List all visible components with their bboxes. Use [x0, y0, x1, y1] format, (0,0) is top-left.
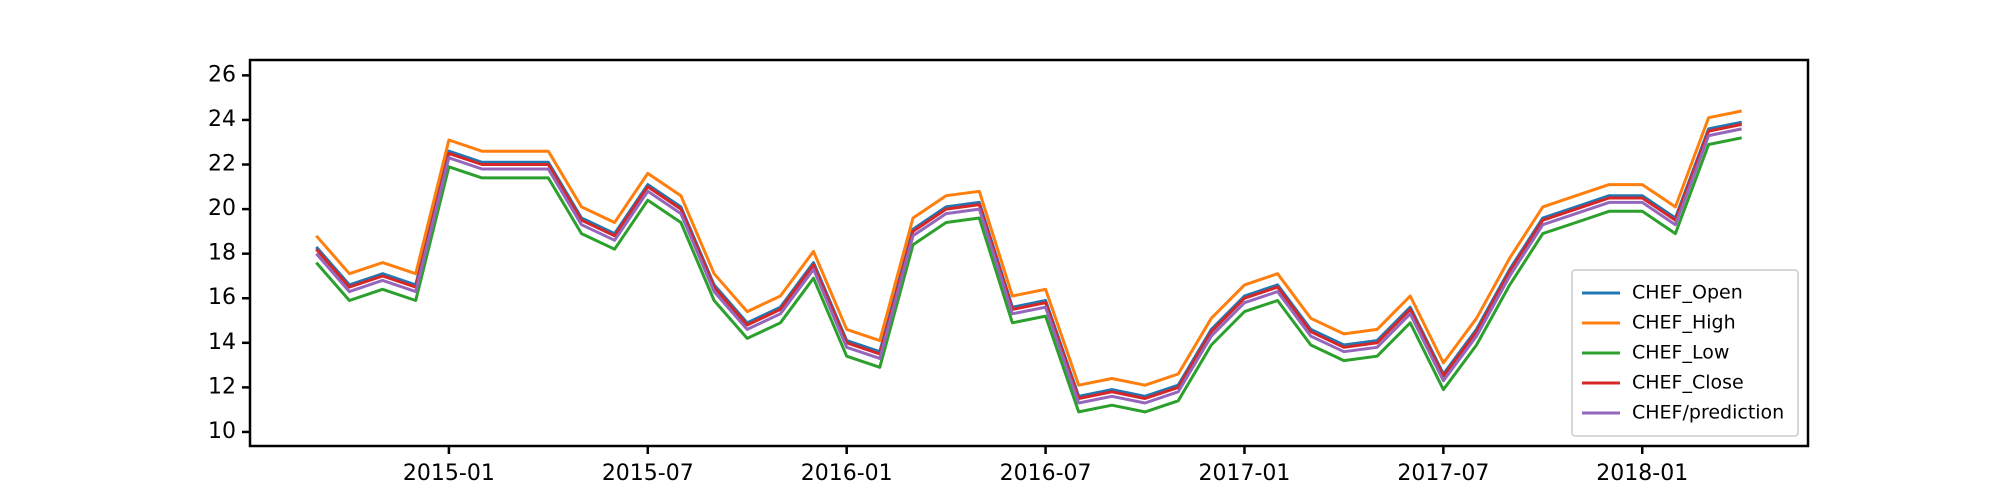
y-tick-label: 16 [208, 285, 236, 310]
legend-label: CHEF_High [1632, 312, 1736, 334]
x-tick-label: 2016-01 [801, 461, 893, 486]
legend: CHEF_Open CHEF_High CHEF_Low CHEF_Close CHEF… [1571, 269, 1799, 437]
y-tick-label: 22 [208, 152, 236, 177]
x-tick-label: 2016-07 [1000, 461, 1092, 486]
legend-frame [1571, 269, 1799, 437]
legend-label: CHEF/prediction [1632, 402, 1784, 424]
series-line [315, 127, 1742, 405]
legend-label: CHEF_Close [1632, 372, 1744, 394]
x-tick-label: 2017-01 [1199, 461, 1291, 486]
y-tick-label: 10 [208, 419, 236, 444]
series-line [315, 136, 1742, 414]
x-tick-label: 2015-07 [602, 461, 694, 486]
y-tick-label: 12 [208, 374, 236, 399]
y-tick-label: 18 [208, 241, 236, 266]
series-line [315, 122, 1742, 400]
y-tick-label: 26 [208, 62, 236, 87]
series-line [315, 109, 1742, 387]
x-tick-label: 2017-07 [1397, 461, 1489, 486]
y-tick-label: 24 [208, 107, 236, 132]
y-tick-label: 14 [208, 330, 236, 355]
legend-label: CHEF_Open [1632, 282, 1743, 304]
x-tick-label: 2018-01 [1596, 461, 1688, 486]
legend-label: CHEF_Low [1632, 342, 1729, 364]
y-tick-label: 20 [208, 196, 236, 221]
x-tick-label: 2015-01 [403, 461, 495, 486]
